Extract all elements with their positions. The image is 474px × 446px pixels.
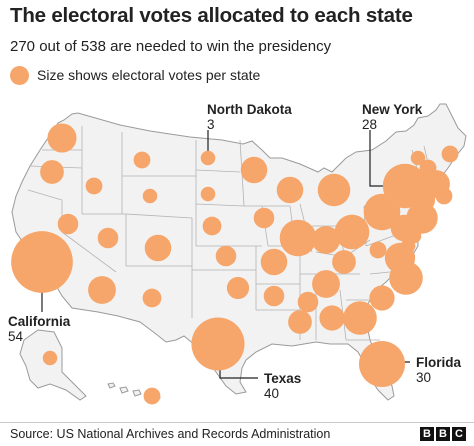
bubble-georgia xyxy=(343,301,377,335)
bubble-texas xyxy=(191,317,245,371)
logo-block-c: C xyxy=(452,427,466,441)
bubble-illinois xyxy=(279,219,317,257)
footer-divider xyxy=(0,422,474,423)
page-subtitle: 270 out of 538 are needed to win the pre… xyxy=(10,38,332,55)
bubble-california xyxy=(11,231,73,293)
bubble-wisconsin xyxy=(276,176,304,204)
state-border-9 xyxy=(125,213,193,219)
bubble-arkansas xyxy=(263,285,285,307)
state-border-4 xyxy=(61,231,117,273)
bubble-new-mexico xyxy=(142,288,162,308)
page-title: The electoral votes allocated to each st… xyxy=(10,4,413,27)
bubble-idaho xyxy=(85,177,103,195)
bubble-alaska xyxy=(42,350,58,366)
bubble-montana xyxy=(133,151,151,169)
bubble-colorado xyxy=(144,234,172,262)
state-border-14 xyxy=(195,203,245,207)
bubble-maine xyxy=(441,145,459,163)
bubble-nebraska xyxy=(202,216,222,236)
label-value-texas: 40 xyxy=(264,386,279,401)
bubble-kentucky xyxy=(332,250,356,274)
state-border-13 xyxy=(195,169,241,173)
bubble-district-of-columbia xyxy=(400,238,416,254)
bubble-vermont xyxy=(410,150,426,166)
state-borders xyxy=(27,126,446,341)
bubble-rhode-island xyxy=(435,187,453,205)
bubble-missouri xyxy=(260,248,288,276)
bubble-nevada xyxy=(57,213,79,235)
label-name-north-dakota: North Dakota xyxy=(207,102,292,117)
bubble-louisiana xyxy=(288,310,312,334)
legend-bubble-icon xyxy=(10,65,29,85)
bubble-alabama xyxy=(319,305,345,331)
bubble-north-dakota xyxy=(200,150,216,166)
bubble-florida xyxy=(359,341,405,387)
alaska-outline xyxy=(19,329,87,401)
bubble-indiana xyxy=(312,226,340,254)
legend: Size shows electoral votes per state xyxy=(10,64,260,86)
bubble-south-dakota xyxy=(200,186,216,202)
label-name-florida: Florida xyxy=(416,355,461,370)
source-note: Source: US National Archives and Records… xyxy=(10,427,331,441)
bubble-michigan xyxy=(317,173,351,207)
bubble-utah xyxy=(97,227,119,249)
bubble-washington xyxy=(47,123,77,153)
bubble-wyoming xyxy=(142,188,158,204)
label-value-north-dakota: 3 xyxy=(207,117,215,132)
logo-block-b1: B xyxy=(420,427,434,441)
bbc-logo: B B C xyxy=(420,427,466,441)
bubble-oregon xyxy=(40,160,64,184)
label-value-florida: 30 xyxy=(416,370,431,385)
bubble-minnesota xyxy=(240,156,268,184)
bubble-tennessee xyxy=(312,270,340,298)
bubble-oklahoma xyxy=(226,276,250,300)
label-name-california: California xyxy=(8,314,71,329)
label-name-texas: Texas xyxy=(264,371,301,386)
bubble-ohio xyxy=(334,214,370,250)
electoral-vote-bubbles xyxy=(11,123,459,405)
legend-label: Size shows electoral votes per state xyxy=(37,67,261,83)
bubble-kansas xyxy=(215,245,237,267)
bubble-arizona xyxy=(88,276,116,304)
bubble-iowa xyxy=(253,207,275,229)
bubble-maryland xyxy=(390,214,418,242)
label-value-new-york: 28 xyxy=(362,117,377,132)
bubble-south-carolina xyxy=(369,285,395,311)
label-name-new-york: New York xyxy=(362,102,423,117)
label-value-california: 54 xyxy=(8,329,24,344)
logo-block-b2: B xyxy=(436,427,450,441)
bubble-west-virginia xyxy=(369,241,387,259)
bubble-hawaii xyxy=(143,387,161,405)
bubble-mississippi xyxy=(297,291,319,313)
